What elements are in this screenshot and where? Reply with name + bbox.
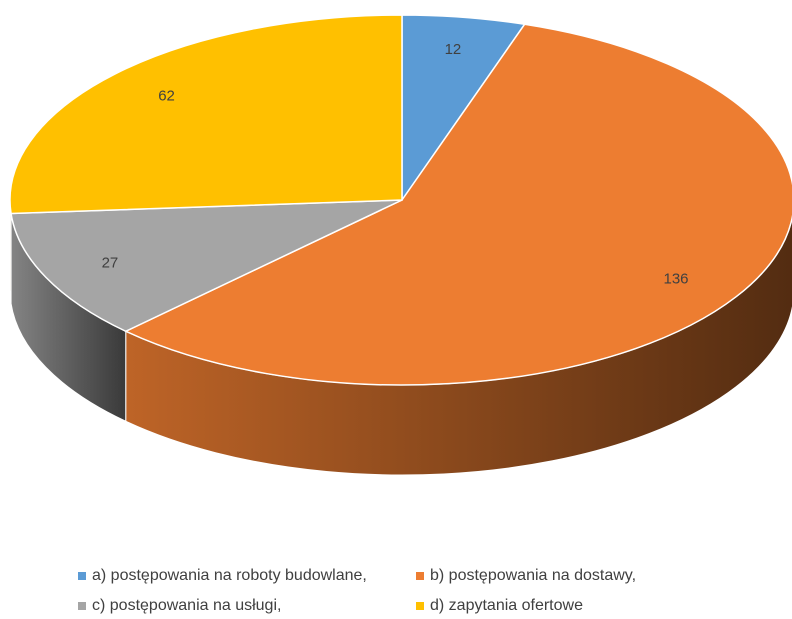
data-label: 62 <box>158 88 175 105</box>
legend-label: d) zapytania ofertowe <box>430 597 583 614</box>
legend-swatch <box>416 572 424 580</box>
data-label: 136 <box>664 270 689 287</box>
data-labels: 12 136 27 62 <box>102 41 689 287</box>
slice <box>123 23 792 386</box>
legend-label: a) postępowania na roboty budowlane, <box>92 567 367 584</box>
legend-label: b) postępowania na dostawy, <box>430 567 636 584</box>
legend-swatch <box>78 572 86 580</box>
legend-label: c) postępowania na usługi, <box>92 597 281 614</box>
legend: a) postępowania na roboty budowlane, b) p… <box>78 567 636 614</box>
legend-swatch <box>78 602 86 610</box>
slice <box>9 14 403 215</box>
legend-swatch <box>416 602 424 610</box>
data-label: 27 <box>102 254 119 271</box>
data-label: 12 <box>445 41 462 58</box>
slice <box>10 199 403 333</box>
pie-tops <box>9 14 792 386</box>
